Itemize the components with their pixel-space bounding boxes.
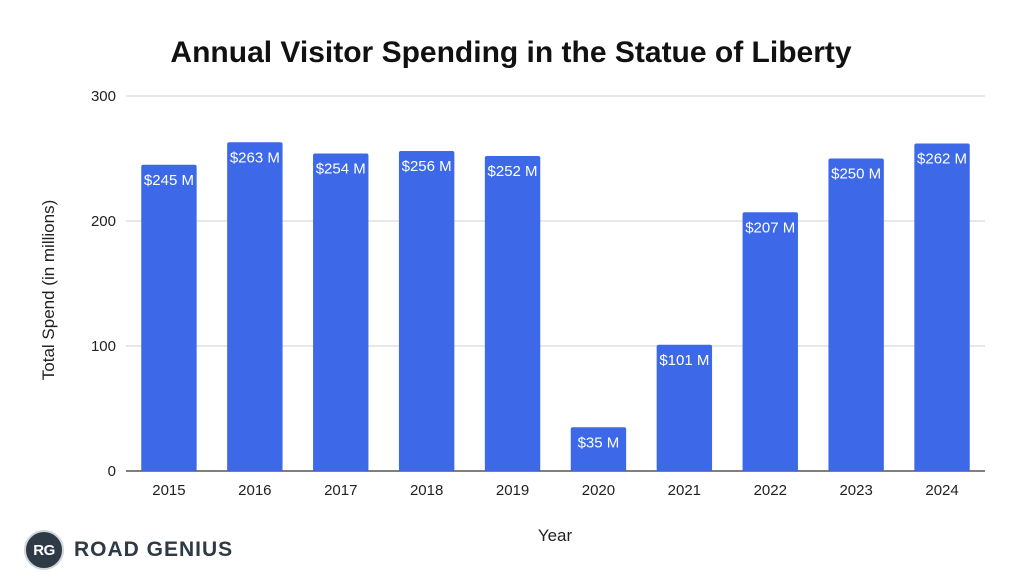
data-label-2022: $207 M <box>745 219 795 236</box>
data-label-2017: $254 M <box>316 161 366 178</box>
data-label-2019: $252 M <box>488 163 538 180</box>
x-tick-label-2018: 2018 <box>410 482 443 499</box>
rg-badge-icon: RG <box>24 530 64 570</box>
road-genius-logo: RG ROAD GENIUS <box>24 528 233 572</box>
y-tick-label: 300 <box>91 88 116 105</box>
x-tick-label-2022: 2022 <box>754 482 787 499</box>
bar-2023 <box>828 158 884 471</box>
axis-ticks: 0 100 200 300 2015 2016 2017 2018 2019 2020 2021 20… <box>91 88 959 499</box>
data-label-2021: $101 M <box>659 352 709 369</box>
x-tick-label-2017: 2017 <box>324 482 357 499</box>
data-label-2024: $262 M <box>917 151 967 168</box>
y-tick-label: 100 <box>91 338 116 355</box>
x-tick-label-2020: 2020 <box>582 482 615 499</box>
data-label-2015: $245 M <box>144 172 194 189</box>
bar-2016 <box>227 142 283 471</box>
y-tick-label: 0 <box>108 463 116 480</box>
y-axis-label: Total Spend (in millions) <box>39 200 58 380</box>
chart-title: Annual Visitor Spending in the Statue of… <box>170 36 851 69</box>
data-labels: $245 M $263 M $254 M $256 M $252 M $35 M $101 … <box>144 149 967 451</box>
x-tick-label-2019: 2019 <box>496 482 529 499</box>
bar-2017 <box>313 153 369 471</box>
brand-name: ROAD GENIUS <box>74 538 234 561</box>
x-tick-label-2021: 2021 <box>668 482 701 499</box>
x-tick-label-2024: 2024 <box>925 482 958 499</box>
data-label-2016: $263 M <box>230 149 280 166</box>
x-tick-label-2016: 2016 <box>238 482 271 499</box>
bar-2019 <box>484 156 541 471</box>
bar-2024 <box>914 143 970 471</box>
data-label-2023: $250 M <box>831 166 881 183</box>
bar-2020 <box>570 427 627 471</box>
x-axis-label: Year <box>538 526 573 545</box>
bar-2022 <box>742 212 798 471</box>
data-label-2020: $35 M <box>578 434 620 451</box>
x-tick-label-2015: 2015 <box>152 482 185 499</box>
bar-2018 <box>398 151 455 471</box>
data-label-2018: $256 M <box>402 158 452 175</box>
bar-2015 <box>141 164 197 471</box>
bars <box>141 142 970 471</box>
y-tick-label: 200 <box>91 213 116 230</box>
bar-2021 <box>656 344 713 471</box>
x-tick-label-2023: 2023 <box>839 482 872 499</box>
